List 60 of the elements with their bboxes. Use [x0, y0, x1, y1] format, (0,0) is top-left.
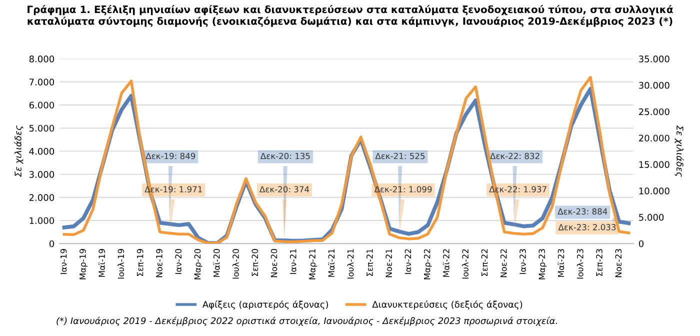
annotation: Δεκ-19: 849 [146, 152, 196, 160]
x-tick-label: Ιαν-22 [404, 249, 412, 274]
x-tick-label: Νοε-21 [386, 249, 392, 278]
x-tick-label: Σεπ-23 [596, 249, 602, 276]
annotation: Δεκ-22: 832 [490, 152, 540, 160]
y-tick-label: 4.000 [29, 148, 54, 155]
x-tick-label: Ιαν-19 [60, 249, 67, 274]
y-tick-label: 5.000 [29, 124, 54, 132]
x-tick-label: Ιουλ-20 [232, 249, 239, 279]
x-tick-label: Μαϊ-20 [213, 249, 220, 277]
text: (*) Ιανουάριος 2019 - Δεκέμβριος 2022 οριστικά στοιχεία, Ιανουάριος - Δεκέμβριος 2023 προσωρινά στοιχεία. [56, 316, 557, 326]
x-tick-label: Ιουλ-19 [118, 249, 124, 279]
y2-tick-label: 0 [638, 240, 644, 248]
legend-label: Διανυκτερεύσεις (δεξιός άξονας) [372, 300, 522, 310]
x-tick-label: Νοε-23 [615, 249, 622, 278]
legend-label: Αφίξεις (αριστερός άξονας) [202, 300, 328, 310]
annotation: Δεκ-23: 884 [558, 208, 608, 215]
x-tick-label: Ιουλ-23 [576, 249, 584, 279]
x-tick-label: Νοε-19 [156, 249, 162, 278]
y-tick-label: 3.000 [29, 171, 54, 178]
y-tick-label: 6.000 [29, 102, 54, 109]
y-tick-label: 7.000 [30, 78, 54, 86]
x-tick-label: Μαϊ-19 [98, 249, 105, 277]
annotation: Δεκ-23: 2.033 [558, 224, 616, 230]
x-tick-label: Ιαν-21 [290, 249, 296, 274]
chart-title: Γράφημα 1. Εξέλιξη μηνιαίων αφίξεων και διανυκτερεύσεων στα καταλύματα ξενοδοχειακού τύπου, στα συλλογικά καταλύματα σύντομης διαμονής (ενοικιαζόμενα δωμάτια) και στα κάμπινγκ, Ιανουάριος 2019-Δεκέμβριος 2023 (*) [28, 5, 673, 27]
y2-tick-label: 5.000 [639, 214, 664, 221]
x-tick-label: Ιουλ-21 [347, 249, 354, 279]
y-tick-label: 2.000 [29, 194, 54, 201]
y-tick-label: 8.000 [29, 56, 54, 62]
y-tick-label: 1.000 [30, 217, 54, 224]
y-tick-label: 0 [49, 240, 54, 248]
y2-tick-label: 15.000 [639, 161, 670, 168]
x-tick-label: Μαρ-23 [538, 249, 547, 280]
y2-tick-label: 10.000 [639, 188, 670, 194]
y2-axis-title: Σε χιλιάδες [674, 125, 684, 177]
x-tick-label: Ιαν-23 [520, 249, 526, 274]
y2-tick-label: 35.000 [639, 56, 670, 62]
y2-tick-label: 20.000 [639, 134, 670, 142]
x-tick-label: Μαρ-21 [309, 249, 318, 280]
x-tick-label: Μαρ-19 [80, 249, 88, 280]
x-tick-label: Ιαν-20 [175, 249, 182, 274]
x-tick-label: Μαϊ-23 [558, 249, 564, 277]
x-tick-label: Νοε-22 [500, 249, 507, 278]
annotation: Δεκ-21: 525 [375, 152, 425, 160]
y2-tick-label: 25.000 [639, 108, 670, 116]
annotation: Δεκ-20: 374 [260, 186, 310, 192]
x-tick-label: Μαρ-22 [424, 249, 432, 280]
x-tick-label: Ιουλ-22 [462, 249, 468, 279]
annotation: Δεκ-20: 135 [260, 152, 310, 160]
y-axis-title: Σε χιλιάδες [14, 126, 24, 177]
y2-tick-label: 30.000 [639, 82, 670, 89]
x-tick-label: Σεπ-19 [136, 249, 144, 276]
x-tick-label: Σεπ-22 [481, 249, 488, 276]
x-tick-label: Νοε-20 [270, 249, 278, 278]
x-tick-label: Μαϊ-21 [328, 249, 335, 277]
x-tick-label: Σεπ-21 [366, 249, 373, 276]
x-tick-label: Μαϊ-22 [442, 249, 450, 277]
x-tick-label: Σεπ-20 [252, 249, 258, 276]
x-tick-label: Μαρ-20 [194, 249, 202, 280]
